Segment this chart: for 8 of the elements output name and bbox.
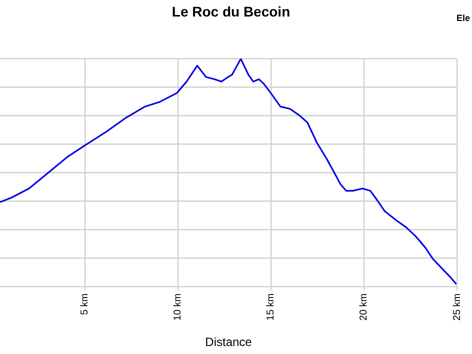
x-tick-label: 15 km [266,293,277,321]
x-axis-title: Distance [205,335,252,350]
x-tick-label: 5 km [80,293,91,316]
x-tick-label: 20 km [358,293,370,321]
x-tick-label: 25 km [452,293,463,321]
chart-title: Le Roc du Becoin [172,3,290,20]
text: Ele [456,12,470,23]
x-tick-label: 10 km [172,293,184,321]
